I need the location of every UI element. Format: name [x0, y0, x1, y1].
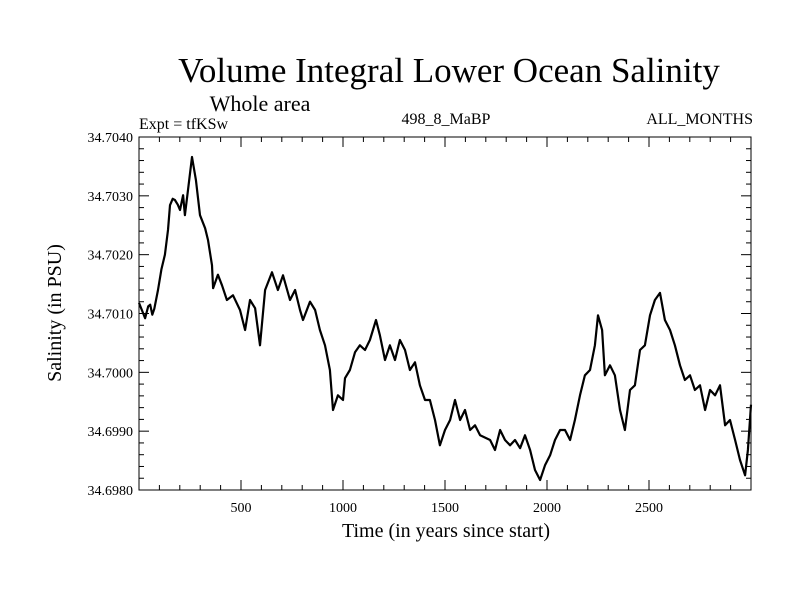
x-tick-label: 2000: [533, 501, 561, 516]
y-tick-label: 34.7030: [88, 190, 134, 205]
plot-frame: [138, 136, 752, 491]
months-label: ALL_MONTHS: [646, 111, 753, 128]
x-tick-label: 500: [231, 501, 252, 516]
y-tick-label: 34.7000: [88, 366, 134, 381]
x-tick-labels: 500 1000 1500 2000 2500: [231, 501, 664, 516]
y-tick-labels: 34.6980 34.6990 34.7000 34.7010 34.7020 34.70…: [88, 131, 134, 499]
experiment-label: Expt = tfKSw: [139, 116, 228, 133]
y-tick-label: 34.7040: [88, 131, 134, 146]
x-tick-label: 1500: [431, 501, 459, 516]
y-tick-label: 34.7020: [88, 249, 134, 264]
y-tick-label: 34.6990: [88, 425, 134, 440]
salinity-series-line: [137, 155, 753, 482]
x-tick-label: 1000: [329, 501, 357, 516]
y-tick-label: 34.7010: [88, 308, 134, 323]
chart-title: Volume Integral Lower Ocean Salinity: [178, 51, 720, 90]
chart-subtitle: Whole area: [210, 91, 311, 116]
y-axis-label: Salinity (in PSU): [44, 244, 66, 382]
x-axis-label: Time (in years since start): [342, 520, 550, 542]
x-tick-label: 2500: [635, 501, 663, 516]
run-label: 498_8_MaBP: [402, 111, 491, 128]
axis-ticks: [139, 137, 751, 490]
y-tick-label: 34.6980: [88, 484, 134, 499]
